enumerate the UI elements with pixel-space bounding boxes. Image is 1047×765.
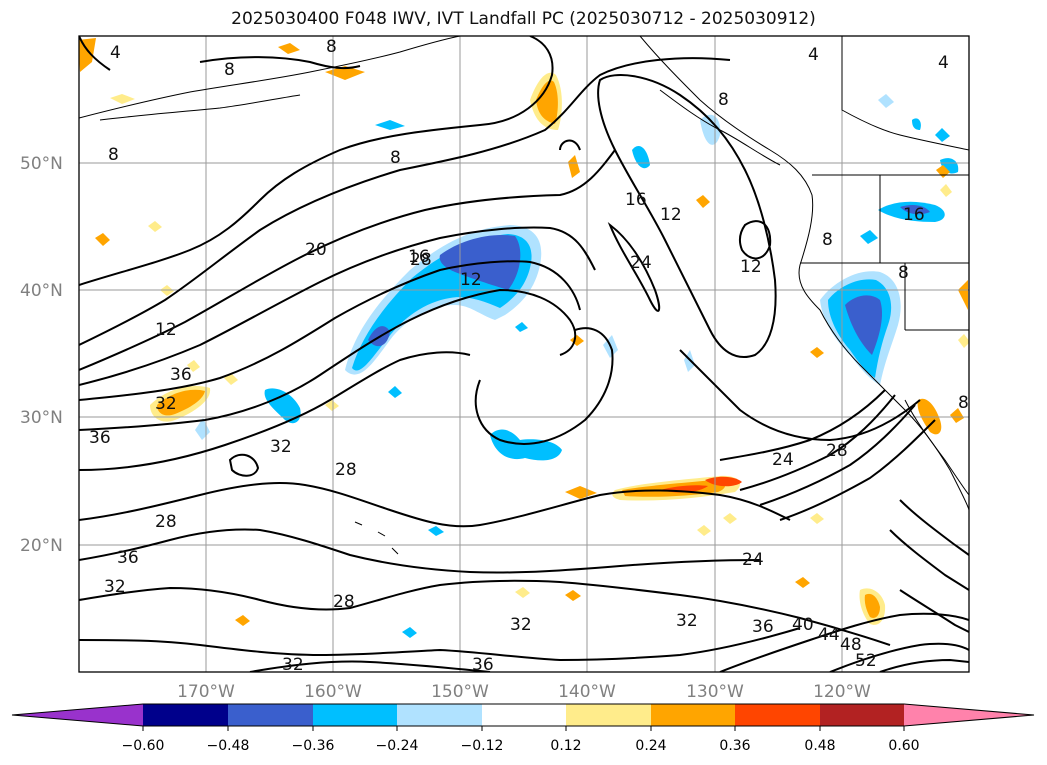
contour-label: 36 xyxy=(170,365,192,385)
lat-label-20n: 20°N xyxy=(20,536,63,556)
contour-label: 36 xyxy=(752,617,774,637)
map-border xyxy=(78,35,970,673)
contour-label: 36 xyxy=(89,428,111,448)
contour-label: 48 xyxy=(840,635,862,655)
contour-label: 8 xyxy=(958,393,969,413)
colorbar-segment xyxy=(651,704,735,726)
iwv-contours xyxy=(79,36,969,672)
pos-anomaly-shading xyxy=(79,38,969,626)
lon-label-120w: 120°W xyxy=(813,682,871,702)
contour-label: 12 xyxy=(460,270,482,290)
contour-label: 8 xyxy=(822,230,833,250)
map-area xyxy=(79,36,969,672)
colorbar-tick-label: 0.48 xyxy=(804,738,835,754)
colorbar-segment xyxy=(820,704,904,726)
contour-label: 8 xyxy=(224,60,235,80)
contour-label: 4 xyxy=(110,43,121,63)
graticule xyxy=(79,36,969,672)
colorbar-tick-label: 0.36 xyxy=(719,738,750,754)
contour-label: 16 xyxy=(625,190,647,210)
colorbar-tick-label: 0.12 xyxy=(550,738,581,754)
colorbar-segment xyxy=(228,704,313,726)
colorbar-tick-label: −0.36 xyxy=(292,738,335,754)
lat-label-50n: 50°N xyxy=(20,154,63,174)
contour-label: 4 xyxy=(938,53,949,73)
lon-label-150w: 150°W xyxy=(431,682,489,702)
contour-label: 28 xyxy=(333,592,355,612)
colorbar-extend-low xyxy=(12,704,143,726)
colorbar-segment xyxy=(143,704,228,726)
contour-label: 24 xyxy=(742,550,764,570)
contour-label: 32 xyxy=(104,577,126,597)
lon-label-170w: 170°W xyxy=(177,682,235,702)
contour-label: 28 xyxy=(826,441,848,461)
contour-label: 36 xyxy=(117,548,139,568)
contour-label: 12 xyxy=(660,205,682,225)
colorbar: −0.60 −0.48 −0.36 −0.24 −0.12 0.12 0.24 … xyxy=(11,703,1035,754)
lon-label-160w: 160°W xyxy=(304,682,362,702)
colorbar-tick-label: −0.24 xyxy=(376,738,419,754)
contour-label: 28 xyxy=(410,250,432,270)
contour-label: 40 xyxy=(792,615,814,635)
map-title: 2025030400 F048 IWV, IVT Landfall PC (20… xyxy=(231,9,816,29)
colorbar-tick-label: 0.60 xyxy=(888,738,919,754)
colorbar-tick-label: −0.12 xyxy=(461,738,504,754)
contour-labels: 4 8 8 8 8 8 8 4 4 8 8 12 12 12 12 16 16 … xyxy=(89,37,969,675)
colorbar-segment xyxy=(313,704,397,726)
contour-label: 32 xyxy=(282,655,304,675)
colorbar-segment xyxy=(397,704,482,726)
contour-label: 16 xyxy=(903,205,925,225)
contour-label: 32 xyxy=(510,615,532,635)
contour-label: 8 xyxy=(390,148,401,168)
contour-label: 28 xyxy=(335,460,357,480)
latitude-labels: 50°N 40°N 30°N 20°N xyxy=(20,154,63,556)
colorbar-extend-high xyxy=(904,704,1034,726)
contour-label: 32 xyxy=(155,394,177,414)
colorbar-tick-label: −0.60 xyxy=(122,738,165,754)
lon-label-140w: 140°W xyxy=(558,682,616,702)
contour-label: 8 xyxy=(326,37,337,57)
contour-label: 4 xyxy=(808,45,819,65)
contour-label: 44 xyxy=(818,625,840,645)
contour-label: 8 xyxy=(108,145,119,165)
contour-label: 24 xyxy=(630,253,652,273)
contour-label: 12 xyxy=(155,320,177,340)
contour-label: 20 xyxy=(305,240,327,260)
contour-label: 32 xyxy=(676,611,698,631)
colorbar-segment xyxy=(566,704,651,726)
contour-label: 24 xyxy=(772,450,794,470)
contour-label: 32 xyxy=(270,437,292,457)
lat-label-40n: 40°N xyxy=(20,281,63,301)
colorbar-segment xyxy=(735,704,820,726)
lat-label-30n: 30°N xyxy=(20,408,63,428)
colorbar-segment xyxy=(482,704,566,726)
contour-label: 12 xyxy=(740,257,762,277)
contour-label: 28 xyxy=(155,512,177,532)
contour-label: 8 xyxy=(898,263,909,283)
colorbar-tick-label: 0.24 xyxy=(635,738,666,754)
contour-label: 16 xyxy=(408,247,430,267)
contour-label: 36 xyxy=(472,655,494,675)
contour-label: 8 xyxy=(718,90,729,110)
colorbar-ticks xyxy=(142,726,905,731)
lon-label-130w: 130°W xyxy=(686,682,744,702)
contour-label: 52 xyxy=(855,651,877,671)
colorbar-tick-label: −0.48 xyxy=(207,738,250,754)
longitude-labels: 170°W 160°W 150°W 140°W 130°W 120°W xyxy=(177,682,871,702)
